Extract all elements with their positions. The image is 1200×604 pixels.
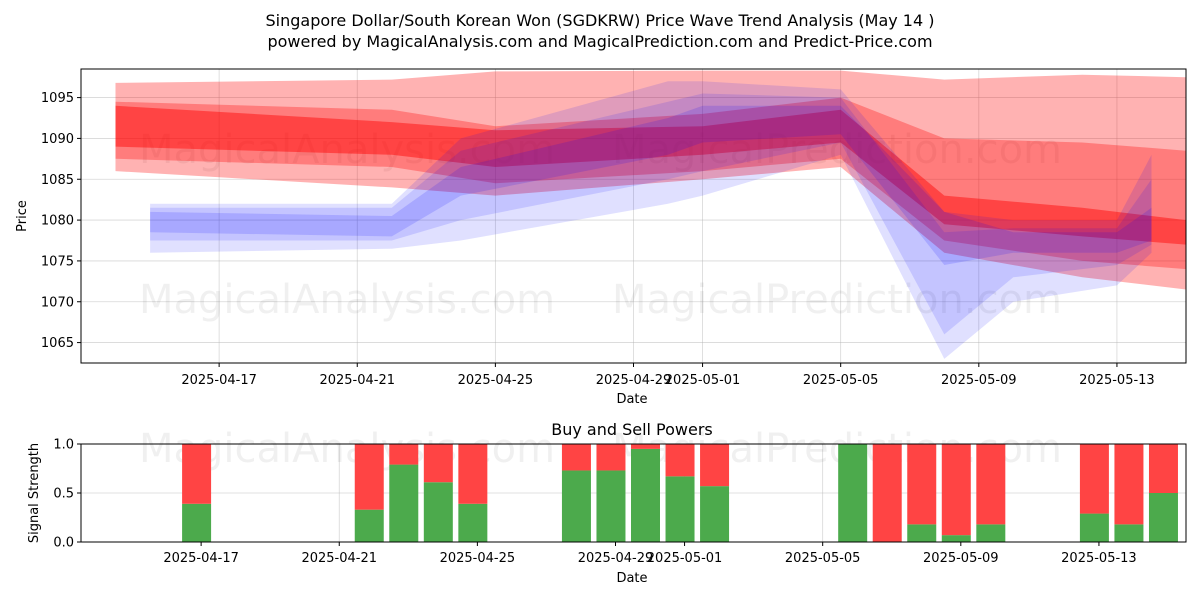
price-y-tick-label: 1080 xyxy=(41,214,74,229)
sell-bar xyxy=(1079,444,1109,514)
price-x-tick-label: 2025-04-17 xyxy=(181,373,257,388)
price-x-axis-label: Date xyxy=(616,392,647,407)
price-x-tick-label: 2025-04-25 xyxy=(458,373,534,388)
price-y-tick-label: 1070 xyxy=(41,295,74,310)
signal-x-tick-label: 2025-05-05 xyxy=(785,551,861,566)
signal-x-tick-label: 2025-05-09 xyxy=(923,551,999,566)
price-x-tick-label: 2025-05-09 xyxy=(941,373,1017,388)
price-x-tick-label: 2025-05-05 xyxy=(803,373,879,388)
buy-bar xyxy=(596,470,626,542)
watermark-analysis-lower: MagicalAnalysis.com xyxy=(139,277,555,323)
signal-y-ticks: 0.0 0.5 1.0 xyxy=(53,438,81,551)
buy-bar xyxy=(631,448,660,542)
buy-bar xyxy=(665,476,695,542)
signal-chart: Buy and Sell Powers MagicalAnalysis.com … xyxy=(27,420,1187,586)
signal-x-tick-label: 2025-04-29 xyxy=(578,551,654,566)
price-x-tick-label: 2025-05-13 xyxy=(1079,373,1155,388)
buy-bar xyxy=(907,524,937,542)
signal-x-axis-label: Date xyxy=(616,571,647,586)
watermark-prediction-upper: MagicalPrediction.com xyxy=(612,127,1062,173)
watermark-analysis-upper: MagicalAnalysis.com xyxy=(139,127,555,173)
buy-bar xyxy=(1114,524,1144,542)
buy-bar xyxy=(838,444,868,542)
price-y-tick-label: 1095 xyxy=(41,91,74,106)
signal-chart-title: Buy and Sell Powers xyxy=(551,420,713,439)
sell-bar xyxy=(354,444,384,510)
signal-x-tick-label: 2025-05-01 xyxy=(647,551,723,566)
buy-bar xyxy=(976,524,1006,542)
figure-title-line2: powered by MagicalAnalysis.com and Magic… xyxy=(267,32,932,51)
signal-y-tick-label: 0.0 xyxy=(53,536,74,551)
sell-bar xyxy=(182,444,212,504)
red-band-1 xyxy=(115,97,1186,270)
signal-bars xyxy=(182,444,1178,542)
sell-bar xyxy=(1114,444,1144,525)
signal-x-tick-label: 2025-04-17 xyxy=(163,551,239,566)
price-y-axis-label: Price xyxy=(15,200,30,232)
signal-x-ticks: 2025-04-17 2025-04-21 2025-04-25 2025-04-29… xyxy=(163,542,1137,566)
blue-band-4 xyxy=(150,93,1152,335)
sell-bar xyxy=(389,444,419,465)
sell-bar xyxy=(561,444,591,471)
signal-y-axis-label: Signal Strength xyxy=(27,443,42,543)
price-y-tick-label: 1090 xyxy=(41,132,74,147)
buy-bar xyxy=(941,535,971,542)
sell-bar xyxy=(631,444,660,449)
price-x-ticks: 2025-04-17 2025-04-21 2025-04-25 2025-04-29… xyxy=(181,363,1155,388)
price-x-tick-label: 2025-05-01 xyxy=(665,373,741,388)
sell-bar xyxy=(941,444,971,536)
sell-bar xyxy=(976,444,1006,525)
sell-bar xyxy=(596,444,626,471)
buy-bar xyxy=(1148,493,1178,542)
sell-bar xyxy=(872,444,902,542)
buy-bar xyxy=(354,509,384,542)
watermark-prediction-lower: MagicalPrediction.com xyxy=(612,277,1062,323)
red-band-0 xyxy=(115,70,1186,290)
buy-bar xyxy=(423,482,453,542)
price-y-ticks: 1065 1070 1075 1080 1085 1090 1095 xyxy=(41,91,81,351)
signal-x-tick-label: 2025-04-21 xyxy=(301,551,377,566)
price-bands xyxy=(115,70,1186,359)
price-chart: MagicalAnalysis.com MagicalPrediction.co… xyxy=(15,68,1187,407)
sell-bar xyxy=(423,444,453,483)
sell-bar xyxy=(907,444,937,525)
blue-band-3 xyxy=(150,81,1152,359)
buy-bar xyxy=(700,486,730,542)
figure-title-line1: Singapore Dollar/South Korean Won (SGDKR… xyxy=(266,11,935,30)
signal-y-tick-label: 1.0 xyxy=(53,438,74,453)
red-band-2 xyxy=(115,105,1186,245)
price-watermarks: MagicalAnalysis.com MagicalPrediction.co… xyxy=(139,127,1062,323)
price-x-tick-label: 2025-04-21 xyxy=(319,373,395,388)
sell-bar xyxy=(665,444,695,477)
buy-bar xyxy=(1079,513,1109,542)
price-grid xyxy=(81,69,1186,363)
signal-y-tick-label: 0.5 xyxy=(53,487,74,502)
buy-bar xyxy=(458,503,488,542)
signal-x-tick-label: 2025-05-13 xyxy=(1061,551,1137,566)
buy-bar xyxy=(182,503,212,542)
buy-bar xyxy=(561,470,591,542)
price-y-tick-label: 1075 xyxy=(41,254,74,269)
sell-bar xyxy=(700,444,730,487)
sell-bar xyxy=(1148,444,1178,493)
blue-band-5 xyxy=(150,105,1152,265)
sell-bar xyxy=(458,444,488,504)
buy-bar xyxy=(389,464,419,542)
signal-x-tick-label: 2025-04-25 xyxy=(440,551,516,566)
price-y-tick-label: 1065 xyxy=(41,336,74,351)
price-y-tick-label: 1085 xyxy=(41,173,74,188)
price-x-tick-label: 2025-04-29 xyxy=(596,373,672,388)
